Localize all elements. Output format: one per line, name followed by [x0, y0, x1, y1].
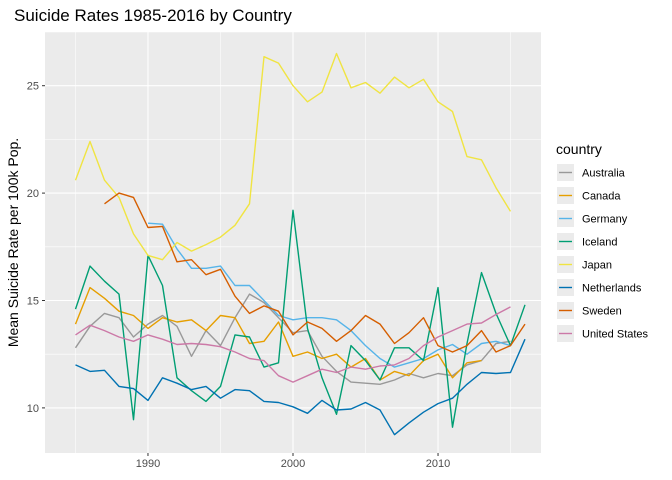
y-axis-label: Mean Suicide Rate per 100k Pop. [5, 138, 21, 347]
legend-title: country [556, 141, 602, 157]
y-tick-label: 20 [27, 188, 39, 200]
chart-title: Suicide Rates 1985-2016 by Country [14, 6, 292, 25]
series-line-germany [147, 222, 511, 368]
axis-ticks [42, 85, 439, 456]
series-line-japan [74, 52, 512, 261]
series-line-netherlands [75, 338, 526, 436]
y-tick-label: 10 [27, 403, 39, 415]
legend-label-japan: Japan [582, 260, 612, 272]
x-tick-label: 1990 [136, 458, 160, 470]
x-tick-label: 2010 [426, 458, 450, 470]
legend-label-netherlands: Netherlands [582, 283, 642, 295]
legend-label-australia: Australia [582, 168, 626, 180]
series-line-canada [74, 286, 482, 381]
legend-items: Australia Canada Germany Iceland Japan Nether… [557, 164, 649, 342]
legend-label-germany: Germany [582, 214, 628, 226]
series-line-iceland [74, 209, 526, 428]
legend-label-canada: Canada [582, 191, 621, 203]
legend-label-sweden: Sweden [582, 306, 622, 318]
legend: country Australia Canada Germany Iceland Jap… [556, 141, 649, 342]
y-tick-label: 15 [27, 295, 39, 307]
series-lines [74, 52, 526, 436]
series-line-sweden [104, 192, 526, 353]
y-tick-label: 25 [27, 81, 39, 93]
legend-label-united-states: United States [582, 329, 649, 341]
legend-label-iceland: Iceland [582, 237, 617, 249]
series-line-united-states [75, 306, 511, 383]
x-tick-label: 2000 [281, 458, 305, 470]
series-line-australia [74, 293, 511, 385]
